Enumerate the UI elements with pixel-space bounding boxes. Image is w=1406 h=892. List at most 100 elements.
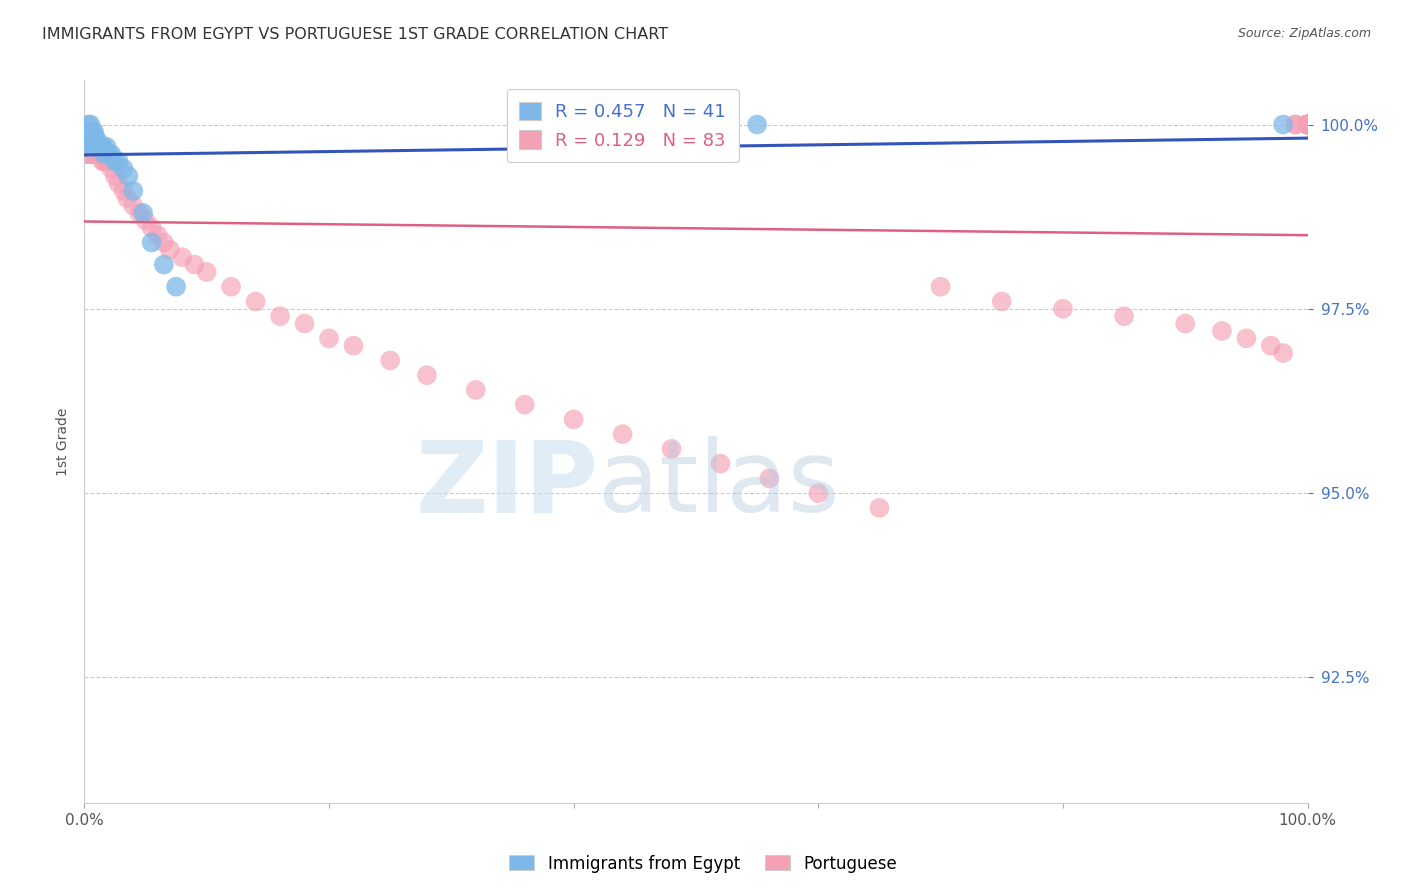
Point	[612, 427, 634, 442]
Point	[1211, 324, 1233, 338]
Point	[1296, 118, 1319, 132]
Point	[747, 118, 769, 132]
Point	[153, 235, 176, 250]
Point	[513, 398, 536, 412]
Point	[709, 457, 731, 471]
Text: ZIP: ZIP	[415, 436, 598, 533]
Point	[342, 339, 364, 353]
Point	[77, 132, 100, 146]
Point	[128, 206, 150, 220]
Point	[132, 206, 155, 220]
Point	[97, 147, 120, 161]
Point	[84, 132, 107, 146]
Point	[79, 147, 101, 161]
Point	[80, 147, 103, 161]
Point	[172, 250, 194, 264]
Point	[83, 139, 105, 153]
Point	[318, 331, 340, 345]
Point	[91, 139, 114, 153]
Point	[107, 154, 129, 169]
Point	[1296, 118, 1319, 132]
Point	[86, 132, 108, 146]
Point	[562, 412, 585, 426]
Point	[1296, 118, 1319, 132]
Point	[79, 132, 101, 146]
Point	[76, 147, 98, 161]
Point	[87, 139, 110, 153]
Point	[84, 147, 107, 161]
Point	[80, 139, 103, 153]
Point	[1296, 118, 1319, 132]
Point	[146, 228, 169, 243]
Point	[84, 139, 107, 153]
Point	[77, 147, 100, 161]
Point	[135, 213, 157, 227]
Point	[758, 471, 780, 485]
Point	[1052, 301, 1074, 316]
Point	[76, 125, 98, 139]
Point	[82, 132, 104, 146]
Point	[79, 125, 101, 139]
Point	[245, 294, 267, 309]
Point	[82, 147, 104, 161]
Point	[1296, 118, 1319, 132]
Point	[87, 147, 110, 161]
Point	[1296, 118, 1319, 132]
Point	[1114, 309, 1136, 323]
Point	[380, 353, 402, 368]
Point	[83, 125, 105, 139]
Point	[464, 383, 486, 397]
Point	[76, 139, 98, 153]
Point	[96, 139, 118, 153]
Point	[91, 154, 114, 169]
Point	[77, 132, 100, 146]
Point	[159, 243, 181, 257]
Point	[89, 147, 111, 161]
Point	[294, 317, 316, 331]
Text: atlas: atlas	[598, 436, 839, 533]
Point	[97, 151, 120, 165]
Point	[1272, 118, 1295, 132]
Point	[807, 486, 830, 500]
Point	[104, 169, 127, 183]
Point	[141, 235, 163, 250]
Point	[76, 132, 98, 146]
Point	[1296, 118, 1319, 132]
Point	[122, 199, 145, 213]
Point	[141, 220, 163, 235]
Point	[83, 139, 105, 153]
Y-axis label: 1st Grade: 1st Grade	[56, 408, 70, 475]
Point	[89, 139, 111, 153]
Point	[991, 294, 1014, 309]
Point	[93, 154, 115, 169]
Point	[90, 139, 112, 153]
Point	[1284, 118, 1306, 132]
Point	[115, 191, 138, 205]
Point	[77, 118, 100, 132]
Point	[84, 139, 107, 153]
Point	[1296, 118, 1319, 132]
Text: IMMIGRANTS FROM EGYPT VS PORTUGUESE 1ST GRADE CORRELATION CHART: IMMIGRANTS FROM EGYPT VS PORTUGUESE 1ST …	[42, 27, 668, 42]
Point	[117, 169, 139, 183]
Point	[104, 154, 127, 169]
Point	[77, 139, 100, 153]
Legend: R = 0.457   N = 41, R = 0.129   N = 83: R = 0.457 N = 41, R = 0.129 N = 83	[506, 89, 738, 162]
Point	[1174, 317, 1197, 331]
Point	[112, 184, 135, 198]
Point	[869, 500, 891, 515]
Point	[112, 161, 135, 176]
Point	[165, 279, 187, 293]
Point	[1296, 118, 1319, 132]
Point	[100, 161, 122, 176]
Point	[75, 139, 97, 153]
Point	[269, 309, 291, 323]
Point	[87, 139, 110, 153]
Point	[96, 154, 118, 169]
Point	[153, 258, 176, 272]
Point	[79, 139, 101, 153]
Point	[107, 177, 129, 191]
Point	[93, 147, 115, 161]
Point	[183, 258, 205, 272]
Point	[122, 184, 145, 198]
Point	[83, 147, 105, 161]
